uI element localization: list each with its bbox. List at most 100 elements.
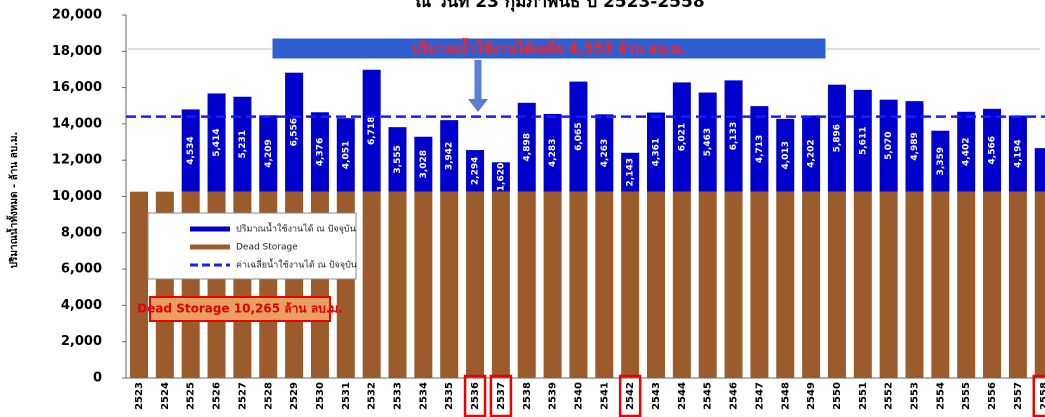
- legend-label: ปริมาณน้ำใช้งานได้ ณ ปัจจุบัน: [236, 222, 356, 235]
- bar-segment: [388, 127, 407, 192]
- x-tick-label: 2555: [961, 382, 972, 410]
- bar-segment: [853, 191, 872, 378]
- x-tick-label: 2525: [186, 382, 197, 410]
- bar-segment: [750, 191, 769, 378]
- bar-segment: [905, 101, 924, 192]
- bar-segment: [621, 191, 640, 378]
- bar-segment: [440, 120, 459, 192]
- bar-segment: [543, 113, 562, 192]
- x-tick-label: 2528: [263, 382, 274, 410]
- y-tick-label: 18,000: [52, 44, 102, 59]
- x-tick-label: 2552: [884, 382, 895, 410]
- bar-segment: [491, 162, 510, 192]
- bar-segment: [517, 102, 536, 192]
- bar-segment: [181, 109, 200, 192]
- x-tick-label: 2529: [289, 382, 300, 410]
- bar-segment: [827, 84, 846, 192]
- value-label: 6,556: [290, 118, 300, 146]
- annotation: Dead Storage 10,265 ล้าน ลบ.ม.: [137, 302, 342, 316]
- bar-segment: [388, 191, 407, 378]
- x-tick-label: 2549: [806, 382, 817, 410]
- value-label: 4,361: [652, 138, 662, 166]
- x-tick-label: 2544: [677, 382, 688, 410]
- bar-segment: [569, 81, 588, 192]
- value-label: 4,194: [1013, 139, 1023, 167]
- y-tick-label: 12,000: [52, 153, 102, 168]
- value-label: 5,414: [212, 128, 222, 156]
- bar-segment: [1034, 148, 1045, 192]
- y-tick-label: 8,000: [61, 225, 102, 240]
- y-tick-label: 10,000: [52, 189, 102, 204]
- legend-swatch: [190, 226, 230, 232]
- y-tick-label: 2,000: [61, 334, 102, 349]
- bar-segment: [595, 114, 614, 192]
- x-tick-label: 2556: [987, 382, 998, 410]
- value-label: 3,028: [419, 150, 429, 178]
- bar-segment: [517, 191, 536, 378]
- annotation: ปริมาณน้ำใช้งานได้เฉลี่ย 4,553 ล้าน ลบ.ม…: [412, 37, 686, 57]
- chart-title: ณ วันที่ 23 กุมภาพันธ์ ปี 2523-2558: [415, 0, 704, 12]
- bar-segment: [931, 130, 950, 192]
- value-label: 2,143: [626, 158, 636, 186]
- bar-segment: [879, 99, 898, 192]
- x-tick-label: 2554: [935, 382, 946, 410]
- annotation-box: [149, 296, 331, 322]
- value-label: 6,133: [729, 122, 739, 150]
- bar-segment: [362, 69, 381, 192]
- highlight-box: [618, 374, 642, 417]
- bar-segment: [466, 150, 485, 192]
- x-tick-label: 2530: [315, 382, 326, 410]
- bar-segment: [310, 112, 329, 192]
- bar-segment: [491, 191, 510, 378]
- bar-segment: [647, 191, 665, 378]
- value-label: 4,013: [781, 141, 791, 169]
- value-label: 1,620: [496, 163, 506, 191]
- bar-segment: [879, 191, 898, 378]
- value-label: 6,718: [367, 116, 377, 144]
- x-tick-label: 2541: [599, 382, 610, 410]
- highlight-box: [489, 374, 513, 417]
- bar-segment: [285, 72, 304, 192]
- value-label: 3,359: [936, 147, 946, 175]
- bar-segment: [724, 191, 743, 378]
- value-label: 4,376: [315, 138, 325, 166]
- bar-segment: [672, 191, 691, 378]
- value-label: 4,051: [341, 141, 351, 169]
- bar-segment: [336, 118, 355, 192]
- x-tick-label: 2547: [754, 382, 765, 410]
- bar-segment: [1008, 191, 1027, 378]
- x-tick-label: 2557: [1013, 382, 1024, 410]
- value-label: 4,209: [264, 139, 274, 167]
- value-label: 4,898: [522, 133, 532, 161]
- x-tick-label: 2532: [367, 382, 378, 410]
- y-tick-label: 4,000: [61, 298, 102, 313]
- value-label: 4,283: [548, 139, 558, 167]
- bar-segment: [362, 191, 381, 378]
- value-label: 3,942: [445, 142, 455, 170]
- x-tick-label: 2550: [832, 382, 843, 410]
- y-tick-label: 6,000: [61, 262, 102, 277]
- legend-label: ค่าเฉลี่ยน้ำใช้งานได้ ณ ปัจจุบัน: [236, 258, 357, 271]
- bar-segment: [1008, 115, 1027, 192]
- value-label: 4,534: [186, 136, 196, 164]
- bar-segment: [647, 112, 665, 192]
- x-tick-label: 2542: [625, 382, 636, 410]
- highlight-box: [1032, 374, 1045, 417]
- x-tick-label: 2539: [548, 382, 559, 410]
- bar-segment: [672, 82, 691, 192]
- bar-segment: [776, 118, 795, 192]
- bar-segment: [569, 191, 588, 378]
- y-tick-label: 16,000: [52, 80, 102, 95]
- value-label: 3,555: [393, 145, 403, 173]
- bar-segment: [414, 191, 433, 378]
- value-label: 4,402: [962, 138, 972, 166]
- x-tick-label: 2558: [1039, 382, 1045, 410]
- x-tick-label: 2548: [780, 382, 791, 410]
- value-label: 4,713: [755, 135, 765, 163]
- x-tick-label: 2523: [134, 382, 145, 410]
- x-tick-label: 2538: [522, 382, 533, 410]
- value-label: 5,463: [703, 128, 713, 156]
- x-tick-label: 2526: [212, 382, 223, 410]
- bar-segment: [983, 191, 1002, 378]
- x-tick-label: 2524: [160, 382, 171, 410]
